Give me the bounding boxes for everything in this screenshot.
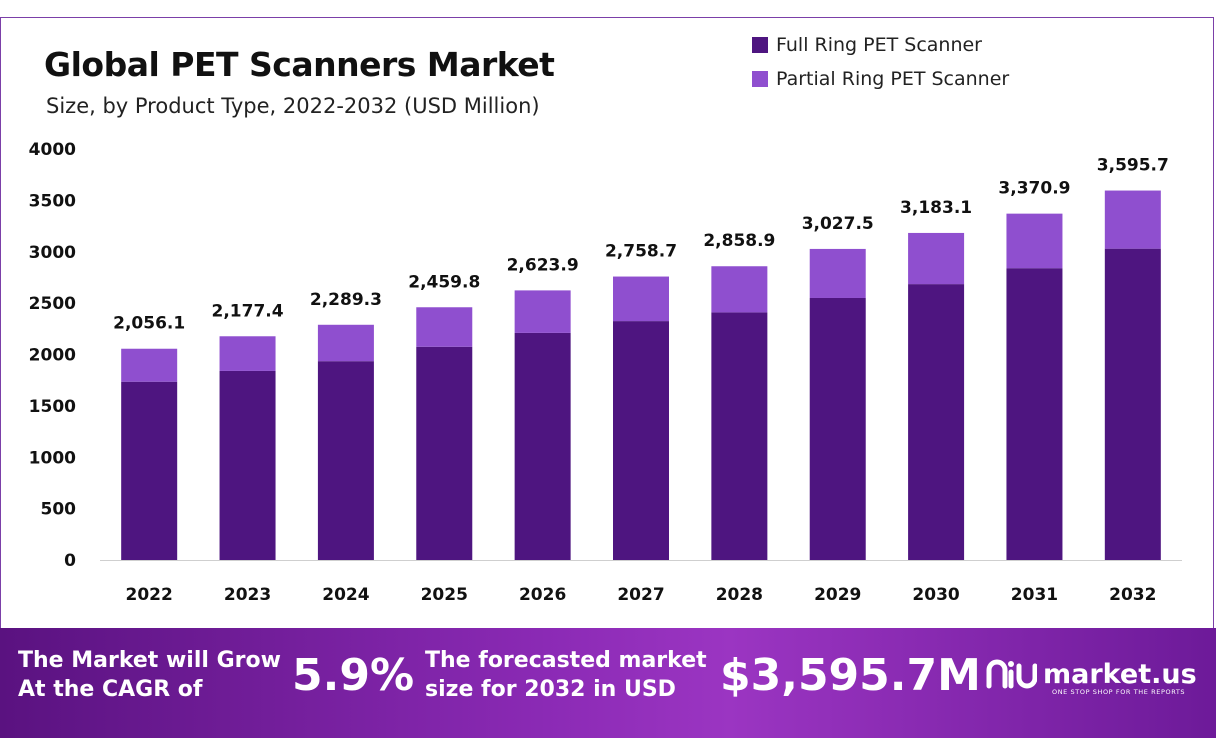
x-tick-label: 2024 xyxy=(322,585,369,605)
legend: Full Ring PET Scanner Partial Ring PET S… xyxy=(752,28,1009,96)
bar-chart: 0 500 1000 1500 2000 2500 3000 3500 4000 2,056.1 2… xyxy=(29,140,1182,605)
bar-total-label: 2,623.9 xyxy=(507,255,579,275)
bar-partial-ring xyxy=(711,266,768,313)
y-tick-label: 3000 xyxy=(29,243,76,263)
bar-full-ring xyxy=(908,284,965,560)
bar-total-label: 3,370.9 xyxy=(998,179,1070,199)
bar-total-label: 3,595.7 xyxy=(1097,156,1169,176)
bar-total-label: 2,758.7 xyxy=(605,242,677,262)
bar-total-label: 3,027.5 xyxy=(802,214,874,234)
cagr-value: 5.9% xyxy=(292,650,415,701)
forecast-value: $3,595.7M xyxy=(720,650,981,701)
bar-partial-ring xyxy=(416,307,473,347)
bar-total-label: 2,858.9 xyxy=(703,231,775,251)
bar-total-label: 2,459.8 xyxy=(408,272,480,292)
chart-subtitle: Size, by Product Type, 2022-2032 (USD Mi… xyxy=(46,94,540,118)
y-tick-label: 2500 xyxy=(29,294,76,314)
bar-partial-ring xyxy=(219,336,276,371)
x-tick-label: 2023 xyxy=(224,585,271,605)
brand-name: market.us xyxy=(1043,658,1197,690)
legend-swatch-full-ring xyxy=(752,37,768,53)
bar-full-ring xyxy=(514,332,571,560)
chart-title: Global PET Scanners Market xyxy=(44,45,555,84)
x-tick-label: 2032 xyxy=(1109,585,1156,605)
footer-banner: The Market will Grow At the CAGR of 5.9%… xyxy=(0,628,1216,738)
market-us-logo-icon xyxy=(986,659,1037,689)
legend-label-partial-ring: Partial Ring PET Scanner xyxy=(776,68,1010,90)
legend-label-full-ring: Full Ring PET Scanner xyxy=(776,34,982,56)
bar-full-ring xyxy=(121,381,178,560)
bar-total-label: 3,183.1 xyxy=(900,198,972,218)
x-tick-label: 2028 xyxy=(716,585,763,605)
y-tick-label: 500 xyxy=(41,500,77,520)
bar-partial-ring xyxy=(317,324,374,362)
brand-logo: market.us xyxy=(985,656,1197,692)
bar-full-ring xyxy=(1104,248,1161,561)
x-tick-label: 2029 xyxy=(814,585,861,605)
bar-total-label: 2,056.1 xyxy=(113,314,185,334)
bar-partial-ring xyxy=(908,232,965,285)
bar-full-ring xyxy=(711,312,768,560)
y-tick-label: 3500 xyxy=(29,191,76,211)
legend-item-partial-ring: Partial Ring PET Scanner xyxy=(752,62,1009,96)
bar-partial-ring xyxy=(1104,190,1161,249)
bar-full-ring xyxy=(219,370,276,560)
bar-partial-ring xyxy=(613,276,669,322)
bar-total-label: 2,177.4 xyxy=(212,301,284,321)
y-tick-label: 1000 xyxy=(29,448,76,468)
cagr-caption: The Market will Grow At the CAGR of xyxy=(18,646,281,704)
bar-partial-ring xyxy=(809,248,866,298)
cagr-caption-line1: The Market will Grow xyxy=(18,648,281,673)
legend-item-full-ring: Full Ring PET Scanner xyxy=(752,28,1009,62)
x-tick-label: 2022 xyxy=(126,585,173,605)
forecast-caption: The forecasted market size for 2032 in U… xyxy=(425,646,707,704)
bar-partial-ring xyxy=(1006,213,1063,269)
bar-full-ring xyxy=(809,297,866,560)
bar-full-ring xyxy=(416,346,473,560)
y-tick-label: 2000 xyxy=(29,346,76,366)
bar-full-ring xyxy=(317,361,374,560)
y-tick-label: 1500 xyxy=(29,397,76,417)
legend-swatch-partial-ring xyxy=(752,71,768,87)
brand-tagline: ONE STOP SHOP FOR THE REPORTS xyxy=(1052,688,1186,696)
y-tick-label: 4000 xyxy=(29,140,76,160)
bar-total-label: 2,289.3 xyxy=(310,290,382,310)
y-tick-label: 0 xyxy=(64,551,76,571)
bar-partial-ring xyxy=(514,290,571,333)
bar-full-ring xyxy=(613,321,669,560)
x-tick-label: 2027 xyxy=(617,585,664,605)
x-tick-label: 2030 xyxy=(912,585,959,605)
forecast-caption-line2: size for 2032 in USD xyxy=(425,677,676,702)
bar-full-ring xyxy=(1006,268,1063,560)
cagr-caption-line2: At the CAGR of xyxy=(18,677,203,702)
x-tick-label: 2025 xyxy=(421,585,468,605)
forecast-caption-line1: The forecasted market xyxy=(425,648,707,673)
bar-partial-ring xyxy=(121,348,178,382)
x-tick-label: 2026 xyxy=(519,585,566,605)
x-tick-label: 2031 xyxy=(1011,585,1058,605)
